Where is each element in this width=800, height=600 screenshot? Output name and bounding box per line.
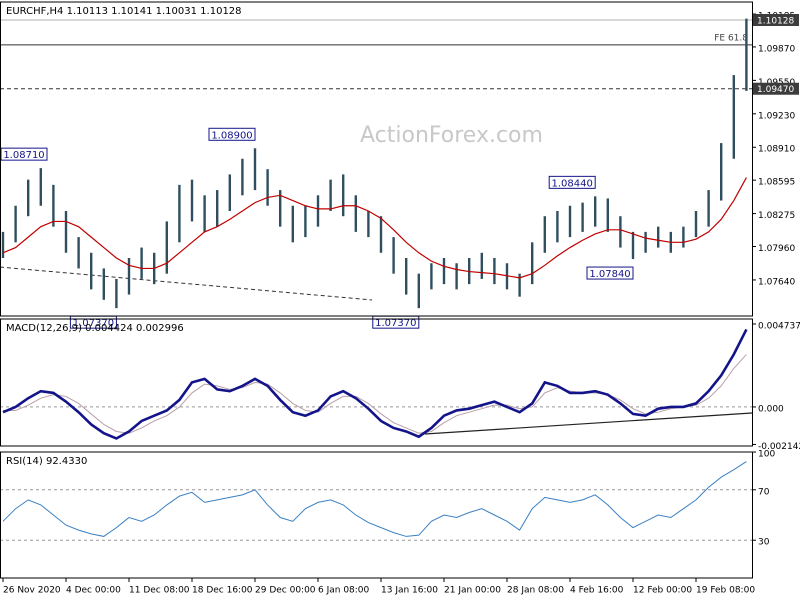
y-tick-label: 100 — [758, 450, 775, 460]
macd-line — [2, 328, 748, 440]
level-label-box — [753, 82, 799, 95]
y-tick-label: 70 — [758, 487, 770, 497]
y-tick-label: 1.07640 — [758, 277, 795, 287]
moving-average — [2, 177, 747, 279]
x-tick-label: 21 Jan 00:00 — [444, 586, 501, 596]
panel-border — [0, 451, 753, 579]
x-tick-label: 28 Jan 08:00 — [507, 586, 564, 596]
annotation-label: 1.07370 — [73, 318, 114, 329]
panel-title: MACD(12,26,9) 0.004424 0.002996 — [6, 323, 184, 334]
annotation-label: 1.08900 — [211, 130, 252, 141]
y-tick-label: 30 — [758, 538, 770, 548]
panel-border — [0, 1, 753, 317]
x-tick-label: 4 Dec 00:00 — [66, 586, 121, 596]
last-price-label: 1.10128 — [757, 16, 794, 26]
trendline — [424, 412, 753, 435]
level-label: 1.09470 — [757, 85, 794, 95]
x-tick-label: 4 Feb 16:00 — [570, 586, 624, 596]
x-tick-label: 12 Feb 00:00 — [633, 586, 692, 596]
x-tick-label: 11 Dec 08:00 — [129, 586, 190, 596]
x-tick-label: 19 Feb 08:00 — [696, 586, 755, 596]
annotation-label: 1.08710 — [3, 150, 44, 161]
y-tick-label: 1.08275 — [758, 211, 795, 221]
panel-title: RSI(14) 92.4330 — [6, 456, 87, 467]
watermark: ActionForex.com — [360, 123, 543, 148]
y-tick-label: 1.08595 — [758, 178, 795, 188]
x-tick-label: 26 Nov 2020 — [3, 586, 61, 596]
y-tick-label: 0.000 — [758, 404, 784, 414]
level-label: FE 61.8 — [714, 33, 748, 43]
annotation-box — [208, 127, 256, 141]
last-price-box — [753, 13, 799, 26]
annotation-box — [548, 175, 596, 189]
y-tick-label: -0.002142 — [758, 442, 800, 452]
x-tick-label: 6 Jan 08:00 — [318, 586, 370, 596]
annotation-label: 1.07370 — [375, 318, 416, 329]
trendline — [0, 266, 373, 301]
x-tick-label: 13 Jan 16:00 — [381, 586, 438, 596]
y-tick-label: 1.09230 — [758, 111, 795, 121]
annotation-label: 1.08440 — [552, 178, 593, 189]
x-tick-label: 29 Dec 00:00 — [255, 586, 316, 596]
panel-border — [0, 318, 753, 447]
y-tick-label: 1.09870 — [758, 44, 795, 54]
panel-title: EURCHF,H4 1.10113 1.10141 1.10031 1.1012… — [6, 6, 242, 17]
annotation-label: 1.07840 — [589, 269, 630, 280]
x-tick-label: 18 Dec 16:00 — [192, 586, 253, 596]
annotation-box — [586, 266, 634, 280]
y-tick-label: 1.08910 — [758, 145, 795, 155]
rsi-line — [2, 461, 747, 537]
y-tick-label: 1.07960 — [758, 244, 795, 254]
y-tick-label: 0.004737 — [758, 321, 800, 331]
